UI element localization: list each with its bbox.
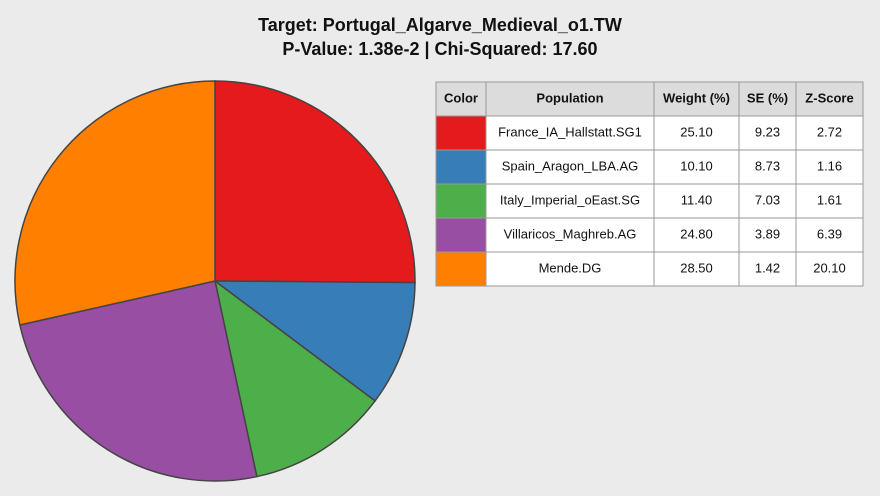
cell-text: Mende.DG (539, 260, 602, 275)
cell-text: 1.16 (817, 158, 842, 173)
cell-text: 25.10 (680, 124, 713, 139)
cell-text: 1.61 (817, 192, 842, 207)
cell-text: 10.10 (680, 158, 713, 173)
table-cell (738, 183, 797, 219)
header-cell (795, 81, 864, 117)
table-cell (795, 149, 864, 185)
header-cell (738, 81, 797, 117)
table-cell (435, 149, 487, 185)
column-header: SE (%) (747, 90, 788, 105)
table-cell (435, 217, 487, 253)
cell-text: 7.03 (755, 192, 780, 207)
header-cell (485, 81, 655, 117)
pie-slice (212, 280, 416, 402)
table-cell (738, 251, 797, 287)
table-cell (795, 217, 864, 253)
table-cell (485, 251, 655, 287)
cell-text: 3.89 (755, 226, 780, 241)
table-cell (653, 149, 740, 185)
column-header: Z-Score (805, 90, 853, 105)
table-cell (485, 115, 655, 151)
cell-text: Italy_Imperial_oEast.SG (500, 192, 640, 207)
column-header: Color (444, 90, 478, 105)
pie-slice (214, 80, 416, 284)
pie-slice (18, 280, 258, 482)
table-cell (435, 115, 487, 151)
cell-text: 28.50 (680, 260, 713, 275)
cell-text: 2.72 (817, 124, 842, 139)
header-cell (653, 81, 740, 117)
table-cell (795, 183, 864, 219)
cell-text: Villaricos_Maghreb.AG (504, 226, 637, 241)
pie-slice (213, 279, 377, 478)
table-cell (795, 251, 864, 287)
table-cell (653, 251, 740, 287)
cell-text: 6.39 (817, 226, 842, 241)
cell-text: France_IA_Hallstatt.SG1 (498, 124, 642, 139)
cell-text: 11.40 (681, 192, 713, 207)
cell-text: 8.73 (755, 158, 780, 173)
table-cell (653, 183, 740, 219)
cell-text: 20.10 (813, 260, 846, 275)
chart-title: Target: Portugal_Algarve_Medieval_o1.TW (258, 15, 622, 35)
column-header: Weight (%) (663, 90, 730, 105)
table-cell (653, 217, 740, 253)
table-cell (435, 251, 487, 287)
cell-text: 9.23 (755, 124, 780, 139)
column-header: Population (536, 90, 603, 105)
cell-text: 24.80 (680, 226, 713, 241)
cell-text: Spain_Aragon_LBA.AG (502, 158, 639, 173)
cell-text: 1.42 (755, 260, 780, 275)
pie-slice (14, 80, 216, 326)
chart-subtitle: P-Value: 1.38e-2 | Chi-Squared: 17.60 (282, 39, 597, 59)
table-cell (485, 183, 655, 219)
table-cell (435, 183, 487, 219)
